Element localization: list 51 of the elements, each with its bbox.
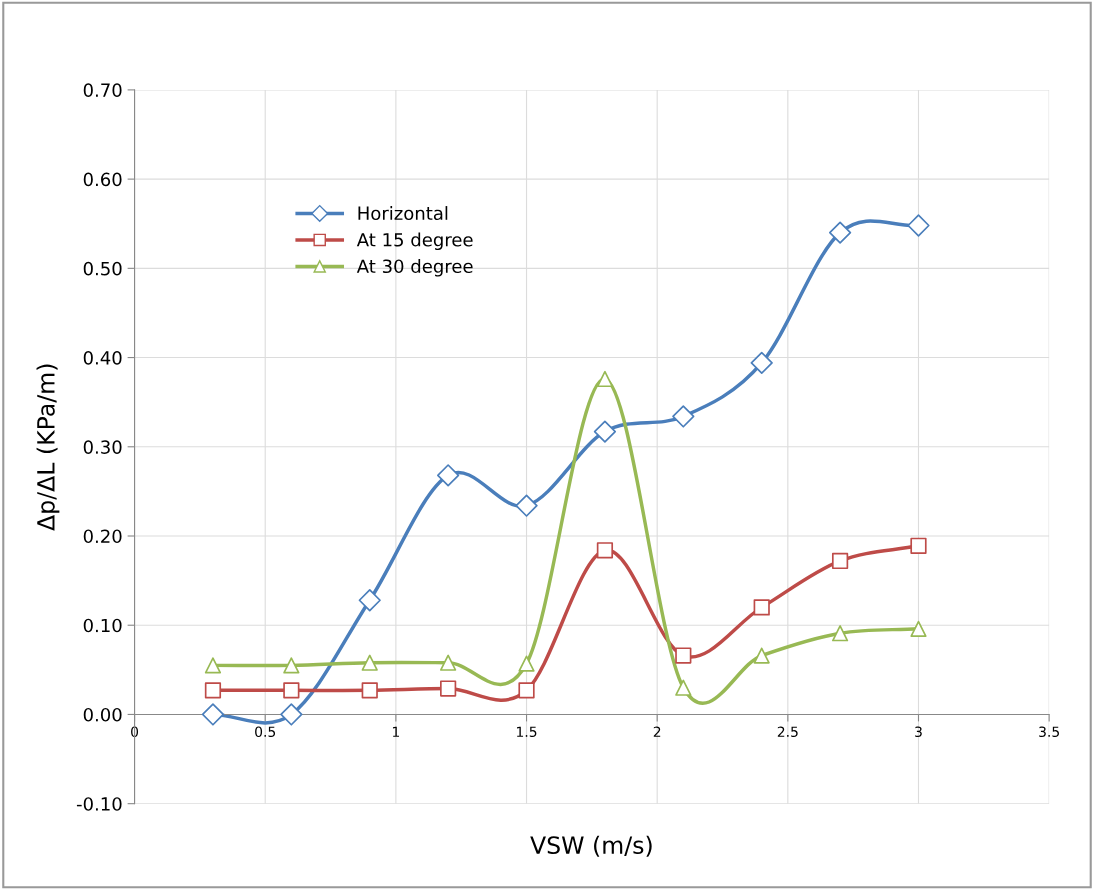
- point: [518, 682, 535, 699]
- point: [593, 420, 617, 443]
- point: [596, 370, 614, 388]
- point: [750, 351, 773, 375]
- y-axis-title: Δp/ΔL (KPa/m): [36, 364, 60, 531]
- y-tick-label: -0.10: [76, 797, 122, 811]
- point: [828, 221, 852, 244]
- x-tick-label: 3.5: [1039, 726, 1059, 737]
- point: [361, 654, 378, 671]
- y-tick-label: 0.00: [83, 707, 122, 722]
- point: [361, 682, 378, 699]
- point: [436, 464, 460, 487]
- x-tick-label: 2.5: [777, 726, 798, 737]
- point: [283, 657, 300, 674]
- x-tick-label: 2: [653, 726, 661, 737]
- x-axis-title: VSW (m/s): [530, 835, 652, 857]
- x-tick-label: 3: [915, 726, 922, 737]
- x-tick-label: 0.5: [255, 726, 276, 737]
- legend-label: At 30 degree: [356, 259, 473, 277]
- point: [753, 647, 770, 664]
- y-tick-label: 0.50: [83, 261, 122, 276]
- point: [283, 682, 300, 699]
- y-tick-label: 0.40: [83, 351, 122, 365]
- point: [910, 620, 927, 637]
- y-tick-label: 0.20: [83, 529, 122, 544]
- point: [907, 214, 930, 237]
- point: [672, 405, 695, 428]
- point: [358, 589, 381, 612]
- point: [204, 682, 222, 699]
- y-tick-label: 0.70: [83, 83, 122, 98]
- point: [596, 542, 614, 559]
- point: [201, 703, 225, 726]
- x-tick-label: 1.5: [517, 726, 537, 737]
- point: [204, 657, 222, 674]
- point: [280, 703, 303, 726]
- x-tick-label: 1: [392, 726, 400, 737]
- point: [518, 655, 535, 672]
- point: [831, 625, 849, 642]
- point: [753, 599, 770, 616]
- point: [675, 647, 692, 664]
- point: [910, 537, 927, 554]
- point: [440, 654, 457, 671]
- legend-label: At 15 degree: [356, 232, 473, 251]
- y-tick-label: 0.10: [83, 618, 122, 633]
- legend-label: Horizontal: [358, 206, 448, 221]
- point: [515, 494, 538, 517]
- y-tick-label: 0.30: [83, 440, 122, 454]
- point: [831, 552, 849, 570]
- point: [675, 679, 692, 696]
- point: [440, 680, 457, 697]
- y-tick-label: 0.60: [83, 172, 122, 187]
